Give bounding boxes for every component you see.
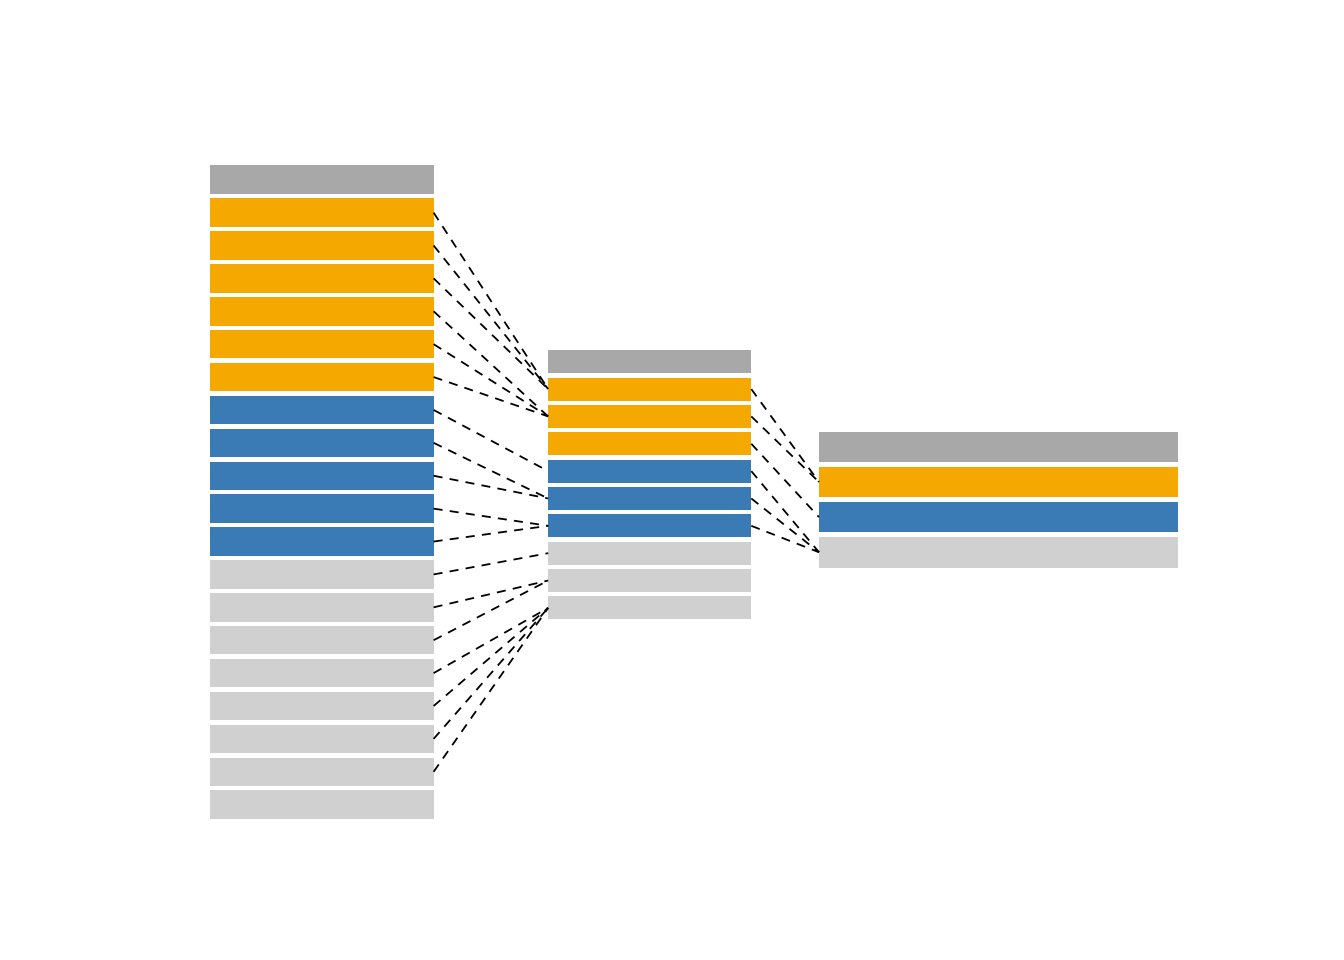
Bar: [548, 432, 751, 455]
Bar: [210, 363, 434, 392]
Bar: [210, 757, 434, 786]
Bar: [548, 541, 751, 564]
Bar: [210, 462, 434, 490]
Bar: [548, 596, 751, 619]
Bar: [210, 165, 434, 194]
Bar: [210, 494, 434, 523]
Bar: [548, 350, 751, 373]
Bar: [210, 527, 434, 556]
Bar: [210, 199, 434, 227]
Bar: [818, 432, 1179, 463]
Bar: [548, 569, 751, 592]
Bar: [548, 487, 751, 510]
Bar: [210, 692, 434, 720]
Bar: [548, 405, 751, 428]
Bar: [210, 428, 434, 457]
Bar: [210, 659, 434, 687]
Bar: [210, 626, 434, 655]
Bar: [818, 537, 1179, 567]
Bar: [818, 467, 1179, 497]
Bar: [210, 330, 434, 358]
Bar: [548, 515, 751, 538]
Bar: [210, 231, 434, 260]
Bar: [548, 460, 751, 483]
Bar: [210, 561, 434, 588]
Bar: [548, 377, 751, 400]
Bar: [210, 593, 434, 621]
Bar: [210, 297, 434, 325]
Bar: [210, 396, 434, 424]
Bar: [210, 264, 434, 293]
Bar: [210, 790, 434, 819]
Bar: [210, 725, 434, 754]
Bar: [818, 502, 1179, 533]
